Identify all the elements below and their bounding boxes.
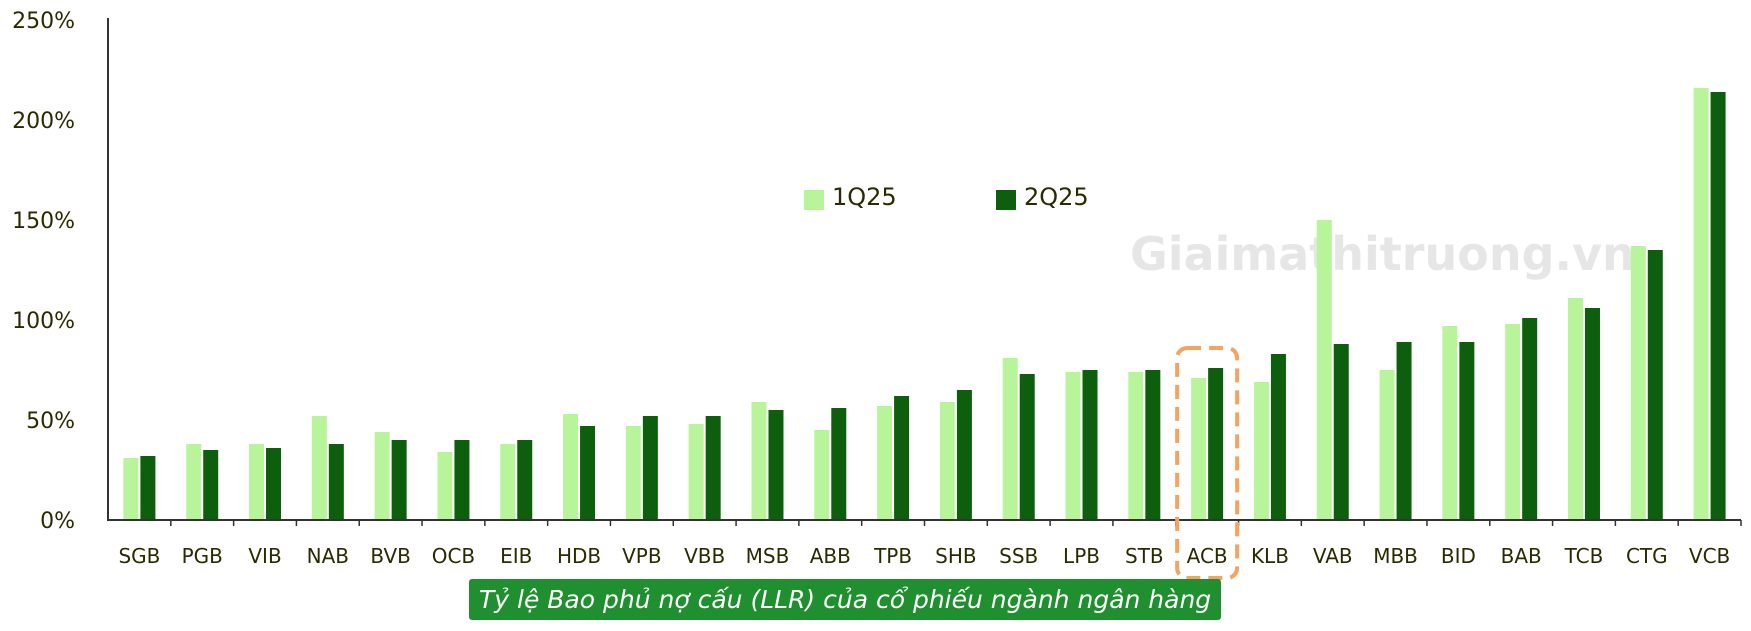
- bar-1q25-stb: [1128, 372, 1144, 520]
- x-tick-label: BAB: [1501, 544, 1542, 568]
- bar-1q25-bab: [1505, 324, 1521, 520]
- x-tick-label: KLB: [1251, 544, 1289, 568]
- bar-1q25-acb: [1191, 378, 1207, 520]
- bar-1q25-mbb: [1379, 370, 1395, 520]
- x-axis-labels: SGB PGB VIB NAB BVB OCB EIB HDB VPB VBB MSB ABB TPB S…: [118, 544, 1730, 568]
- bar-2q25-vab: [1333, 344, 1349, 520]
- x-tick-label: SGB: [118, 544, 160, 568]
- bar-2q25-shb: [956, 390, 972, 520]
- bar-2q25-lpb: [1082, 370, 1098, 520]
- bar-2q25-abb: [831, 408, 847, 520]
- x-tick-label: NAB: [307, 544, 349, 568]
- bar-1q25-nab: [311, 416, 327, 520]
- y-tick-label: 100%: [12, 309, 75, 334]
- bar-2q25-msb: [768, 410, 784, 520]
- bar-2q25-eib: [517, 440, 533, 520]
- bar-2q25-ctg: [1647, 250, 1663, 520]
- y-tick-label: 150%: [12, 209, 75, 234]
- x-tick-label: STB: [1125, 544, 1164, 568]
- legend-swatch-1q25: [804, 190, 824, 210]
- watermark: Giaimathitruong.vn: [1130, 227, 1635, 281]
- bar-2q25-ocb: [454, 440, 470, 520]
- x-tick-label: LPB: [1063, 544, 1100, 568]
- bar-1q25-vab: [1316, 220, 1332, 520]
- bar-1q25-bid: [1442, 326, 1458, 520]
- bar-2q25-pgb: [203, 450, 219, 520]
- x-tick-label: VCB: [1689, 544, 1730, 568]
- x-tick-label: CTG: [1626, 544, 1668, 568]
- bar-1q25-abb: [814, 430, 830, 520]
- bar-2q25-mbb: [1396, 342, 1412, 520]
- bar-1q25-vcb: [1693, 88, 1709, 520]
- x-tick-label: HDB: [557, 544, 601, 568]
- bar-1q25-ctg: [1630, 246, 1646, 520]
- bar-1q25-tpb: [877, 406, 893, 520]
- bar-1q25-shb: [939, 402, 955, 520]
- bar-2q25-stb: [1145, 370, 1161, 520]
- bar-2q25-bab: [1522, 318, 1538, 520]
- x-tick-label: SHB: [935, 544, 976, 568]
- x-tick-label: ACB: [1187, 544, 1228, 568]
- legend-swatch-2q25: [996, 190, 1016, 210]
- bar-1q25-vbb: [688, 424, 704, 520]
- highlight-box-acb: [1175, 346, 1240, 580]
- bar-2q25-bid: [1459, 342, 1475, 520]
- x-tick-label: TCB: [1564, 544, 1604, 568]
- bar-2q25-acb: [1208, 368, 1224, 520]
- bar-1q25-tcb: [1567, 298, 1583, 520]
- x-tick-label: ABB: [810, 544, 851, 568]
- bar-1q25-pgb: [186, 444, 202, 520]
- bar-1q25-vib: [249, 444, 265, 520]
- bar-2q25-tpb: [894, 396, 910, 520]
- bar-1q25-eib: [500, 444, 516, 520]
- x-tick-label: VBB: [684, 544, 725, 568]
- bar-2q25-vpb: [642, 416, 658, 520]
- x-tick-label: SSB: [999, 544, 1038, 568]
- x-tick-label: MBB: [1373, 544, 1418, 568]
- bar-1q25-sgb: [123, 458, 139, 520]
- legend-label-2q25: 2Q25: [1024, 183, 1089, 211]
- chart-caption: Tỷ lệ Bao phủ nợ cấu (LLR) của cổ phiếu …: [469, 579, 1222, 620]
- x-tick-label: VIB: [248, 544, 281, 568]
- legend-label-1q25: 1Q25: [832, 183, 897, 211]
- bar-2q25-hdb: [580, 426, 596, 520]
- x-tick-label: MSB: [746, 544, 790, 568]
- y-tick-label: 200%: [12, 109, 75, 134]
- bar-1q25-ocb: [437, 452, 453, 520]
- bar-1q25-bvb: [374, 432, 390, 520]
- bar-1q25-ssb: [1002, 358, 1018, 520]
- bar-1q25-klb: [1253, 382, 1269, 520]
- bar-2q25-vib: [266, 448, 282, 520]
- bar-1q25-hdb: [563, 414, 579, 520]
- x-tick-label: VAB: [1313, 544, 1353, 568]
- bar-1q25-lpb: [1065, 372, 1081, 520]
- bar-1q25-msb: [751, 402, 767, 520]
- y-tick-label: 250%: [12, 9, 75, 34]
- x-axis-tickmarks: [170, 520, 1742, 526]
- bar-2q25-tcb: [1584, 308, 1600, 520]
- bar-2q25-klb: [1270, 354, 1286, 520]
- y-tick-label: 0%: [40, 509, 75, 534]
- bar-2q25-ssb: [1019, 374, 1035, 520]
- bar-2q25-bvb: [391, 440, 407, 520]
- legend: 1Q25 2Q25: [804, 183, 1089, 211]
- x-tick-label: BVB: [370, 544, 411, 568]
- bar-2q25-nab: [328, 444, 344, 520]
- x-tick-label: OCB: [432, 544, 475, 568]
- bar-2q25-vbb: [705, 416, 721, 520]
- x-tick-label: TPB: [873, 544, 912, 568]
- bar-2q25-sgb: [140, 456, 156, 520]
- bar-1q25-vpb: [625, 426, 641, 520]
- x-tick-label: PGB: [182, 544, 223, 568]
- x-tick-label: EIB: [500, 544, 532, 568]
- x-tick-label: BID: [1441, 544, 1476, 568]
- y-tick-label: 50%: [26, 409, 75, 434]
- bar-2q25-vcb: [1710, 92, 1726, 520]
- bars: [123, 88, 1726, 520]
- x-tick-label: VPB: [622, 544, 661, 568]
- y-axis-ticks: 0% 50% 100% 150% 200% 250%: [12, 9, 75, 534]
